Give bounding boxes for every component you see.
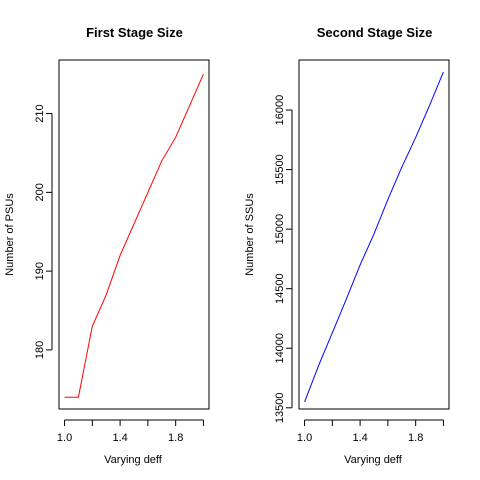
x-tick-label: 1.0 (57, 432, 72, 444)
x-tick-label: 1.4 (112, 432, 127, 444)
panel-1: First Stage Size 1.0 1.4 1.8 180 190 200 210 Var… (4, 25, 210, 466)
chart-title: Second Stage Size (317, 25, 433, 40)
y-tick-label: 190 (34, 262, 46, 280)
y-axis-label: Number of PSUs (4, 193, 16, 276)
y-tick-label: 200 (34, 183, 46, 201)
y-axis-label: Number of SSUs (244, 193, 256, 276)
series-line (304, 71, 444, 403)
x-tick-label: 1.0 (297, 432, 312, 444)
y-tick-label: 13500 (274, 393, 286, 424)
x-axis-label: Varying deff (104, 454, 163, 466)
plot-frame (58, 59, 210, 410)
y-tick-label: 14000 (274, 333, 286, 364)
x-tick-label: 1.4 (352, 432, 367, 444)
y-tick-label: 14500 (274, 273, 286, 304)
y-tick-label: 15000 (274, 214, 286, 245)
y-tick-label: 16000 (274, 95, 286, 126)
panel-2: Second Stage Size 1.0 1.4 1.8 13500 14000 1450… (244, 25, 450, 466)
y-tick-label: 15500 (274, 154, 286, 185)
y-tick-label: 180 (34, 341, 46, 359)
y-tick-label: 210 (34, 104, 46, 122)
series-line (64, 73, 204, 398)
x-tick-label: 1.8 (408, 432, 423, 444)
x-axis-label: Varying deff (344, 454, 403, 466)
plot-frame (298, 59, 450, 410)
chart-title: First Stage Size (86, 25, 183, 40)
x-tick-label: 1.8 (168, 432, 183, 444)
